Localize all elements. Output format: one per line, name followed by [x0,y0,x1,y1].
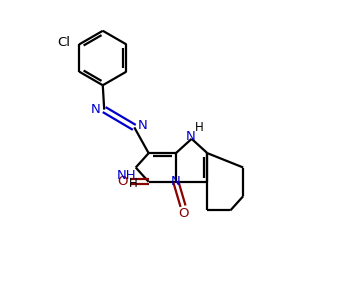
Text: N: N [171,175,181,188]
Text: N: N [185,130,195,143]
Text: Cl: Cl [57,36,70,49]
Text: H: H [194,122,203,134]
Text: O: O [178,207,188,220]
Text: NH: NH [117,169,136,182]
Text: N: N [138,120,148,132]
Text: N: N [91,103,100,116]
Text: O: O [118,175,128,188]
Text: H: H [128,177,137,190]
